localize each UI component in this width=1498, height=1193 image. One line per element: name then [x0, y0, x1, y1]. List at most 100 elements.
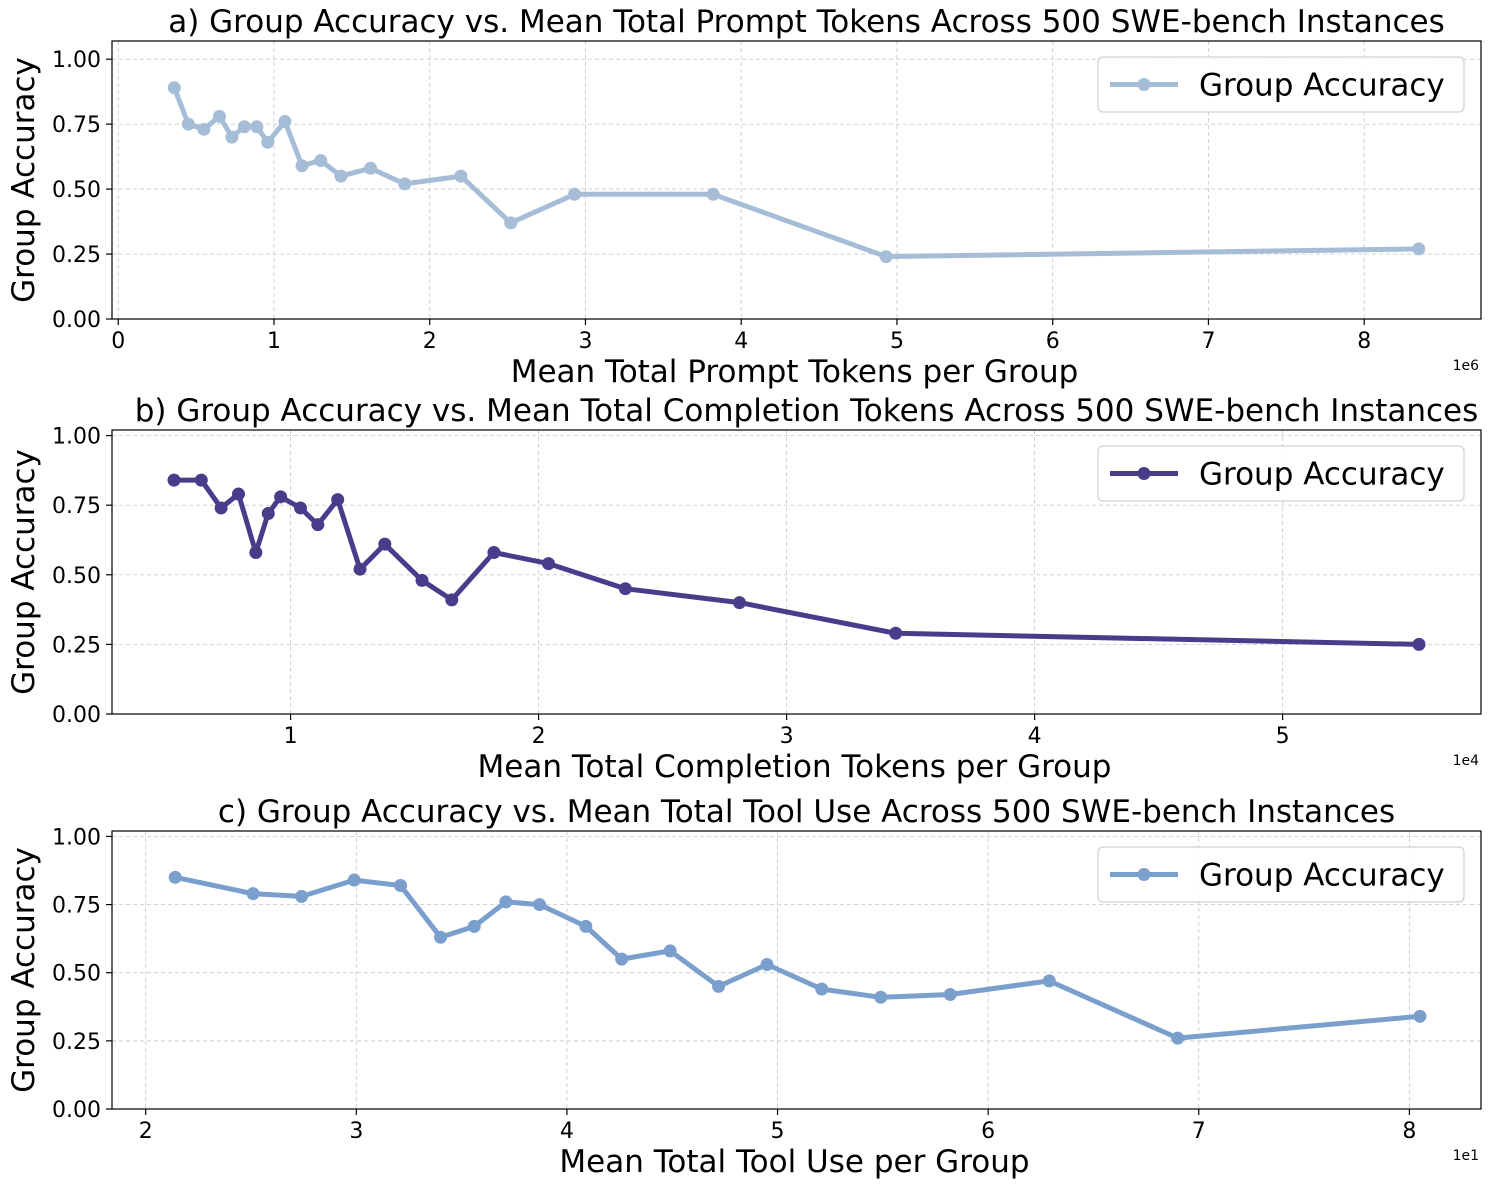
- data-point: [618, 582, 632, 596]
- x-tick-label: 2: [532, 724, 546, 749]
- y-tick-label: 0.00: [52, 703, 101, 728]
- legend-box: [1097, 56, 1465, 113]
- grid: [112, 41, 1481, 320]
- data-point: [225, 130, 239, 144]
- y-axis-label: Group Accuracy: [6, 847, 42, 1093]
- x-tick-label: 4: [734, 329, 748, 354]
- data-point: [295, 889, 309, 903]
- data-point: [732, 596, 746, 610]
- x-axis-offset-label: 1e1: [1453, 1148, 1479, 1164]
- y-tick-label: 1.00: [52, 425, 101, 450]
- x-tick-label: 3: [780, 724, 794, 749]
- legend: Group Accuracy: [1097, 846, 1465, 903]
- data-point: [615, 952, 629, 966]
- data-point: [1412, 637, 1426, 651]
- legend: Group Accuracy: [1097, 445, 1465, 502]
- data-point: [261, 507, 275, 521]
- data-point: [295, 159, 309, 173]
- data-point: [293, 501, 307, 515]
- y-tick-label: 0.50: [52, 178, 101, 203]
- series-line: [172, 874, 1423, 1041]
- data-point: [712, 979, 726, 993]
- y-tick-label: 0.75: [52, 494, 101, 519]
- data-point: [663, 944, 677, 958]
- y-tick-label: 0.25: [52, 633, 101, 658]
- y-tick-label: 0.50: [52, 962, 101, 987]
- data-point: [467, 919, 481, 933]
- legend-label: Group Accuracy: [1199, 68, 1445, 104]
- y-tick-label: 0.75: [52, 113, 101, 138]
- data-point: [943, 988, 957, 1002]
- data-point: [533, 898, 547, 912]
- y-tick-label: 1.00: [52, 48, 101, 73]
- data-point: [237, 120, 251, 134]
- data-point: [261, 135, 275, 149]
- y-axis-label: Group Accuracy: [6, 449, 42, 695]
- x-axis-label: Mean Total Tool Use per Group: [559, 1144, 1029, 1180]
- legend-label: Group Accuracy: [1199, 457, 1445, 493]
- data-point: [1171, 1031, 1185, 1045]
- y-axis-label: Group Accuracy: [6, 57, 42, 303]
- data-point: [487, 546, 501, 560]
- data-point: [889, 626, 903, 640]
- x-tick-label: 4: [560, 1119, 574, 1144]
- data-point: [197, 122, 211, 136]
- data-point: [353, 562, 367, 576]
- plot-frame: [111, 830, 1482, 1110]
- data-point: [347, 873, 361, 887]
- x-tick-label: 8: [1402, 1119, 1416, 1144]
- chart-title: c) Group Accuracy vs. Mean Total Tool Us…: [218, 794, 1395, 830]
- x-axis-label: Mean Total Prompt Tokens per Group: [511, 354, 1079, 390]
- y-tick-label: 0.25: [52, 1030, 101, 1055]
- data-point: [434, 930, 448, 944]
- chart-panel-2: 1 2 3 4 5 0.00 0.25 0.50 0.75 1.00 b) Group Accura…: [6, 393, 1482, 785]
- chart-title: a) Group Accuracy vs. Mean Total Prompt …: [168, 4, 1445, 40]
- data-point: [568, 187, 582, 201]
- series-group: [167, 473, 1426, 651]
- x-axis-offset-label: 1e4: [1453, 753, 1480, 769]
- series-group: [167, 81, 1426, 264]
- x-tick-label: 4: [1028, 724, 1042, 749]
- x-tick-label: 6: [1046, 329, 1060, 354]
- grid: [112, 430, 1481, 715]
- legend: Group Accuracy: [1097, 56, 1465, 113]
- x-tick-label: 1: [267, 329, 281, 354]
- data-point: [311, 518, 325, 532]
- x-tick-label: 1: [284, 724, 298, 749]
- plot-frame: [111, 429, 1482, 715]
- data-point: [334, 169, 348, 183]
- x-tick-label: 7: [1192, 1119, 1206, 1144]
- series-line: [171, 477, 1422, 647]
- x-tick-label: 8: [1357, 329, 1371, 354]
- data-point: [249, 546, 263, 560]
- data-point: [454, 169, 468, 183]
- data-point: [760, 958, 774, 972]
- data-point: [231, 487, 245, 501]
- data-point: [499, 895, 513, 909]
- legend-box: [1097, 445, 1465, 502]
- plot-frame: [111, 40, 1482, 320]
- x-tick-label: 7: [1201, 329, 1215, 354]
- x-tick-label: 2: [423, 329, 437, 354]
- data-point: [1413, 1009, 1427, 1023]
- data-point: [274, 490, 288, 504]
- data-point: [504, 216, 518, 230]
- chart-panel-1: 0 1 2 3 4 5 6 7 8 0.00 0.25 0.50 0.75 1.00 a) Group Ac…: [6, 4, 1482, 390]
- x-tick-label: 2: [139, 1119, 153, 1144]
- legend-marker: [1137, 78, 1151, 91]
- y-tick-label: 0.75: [52, 894, 101, 919]
- data-point: [706, 187, 720, 201]
- legend-marker: [1137, 467, 1151, 480]
- grid: [112, 831, 1481, 1110]
- data-point: [378, 537, 392, 551]
- data-point: [212, 109, 226, 123]
- data-point: [194, 473, 208, 487]
- chart-panel-3: 2 3 4 5 6 7 8 0.00 0.25 0.50 0.75 1.00 c) Group Accu…: [6, 794, 1482, 1180]
- data-point: [815, 982, 829, 996]
- x-tick-label: 3: [578, 329, 592, 354]
- chart-title: b) Group Accuracy vs. Mean Total Complet…: [135, 393, 1479, 429]
- x-tick-label: 5: [771, 1119, 785, 1144]
- data-point: [167, 81, 181, 95]
